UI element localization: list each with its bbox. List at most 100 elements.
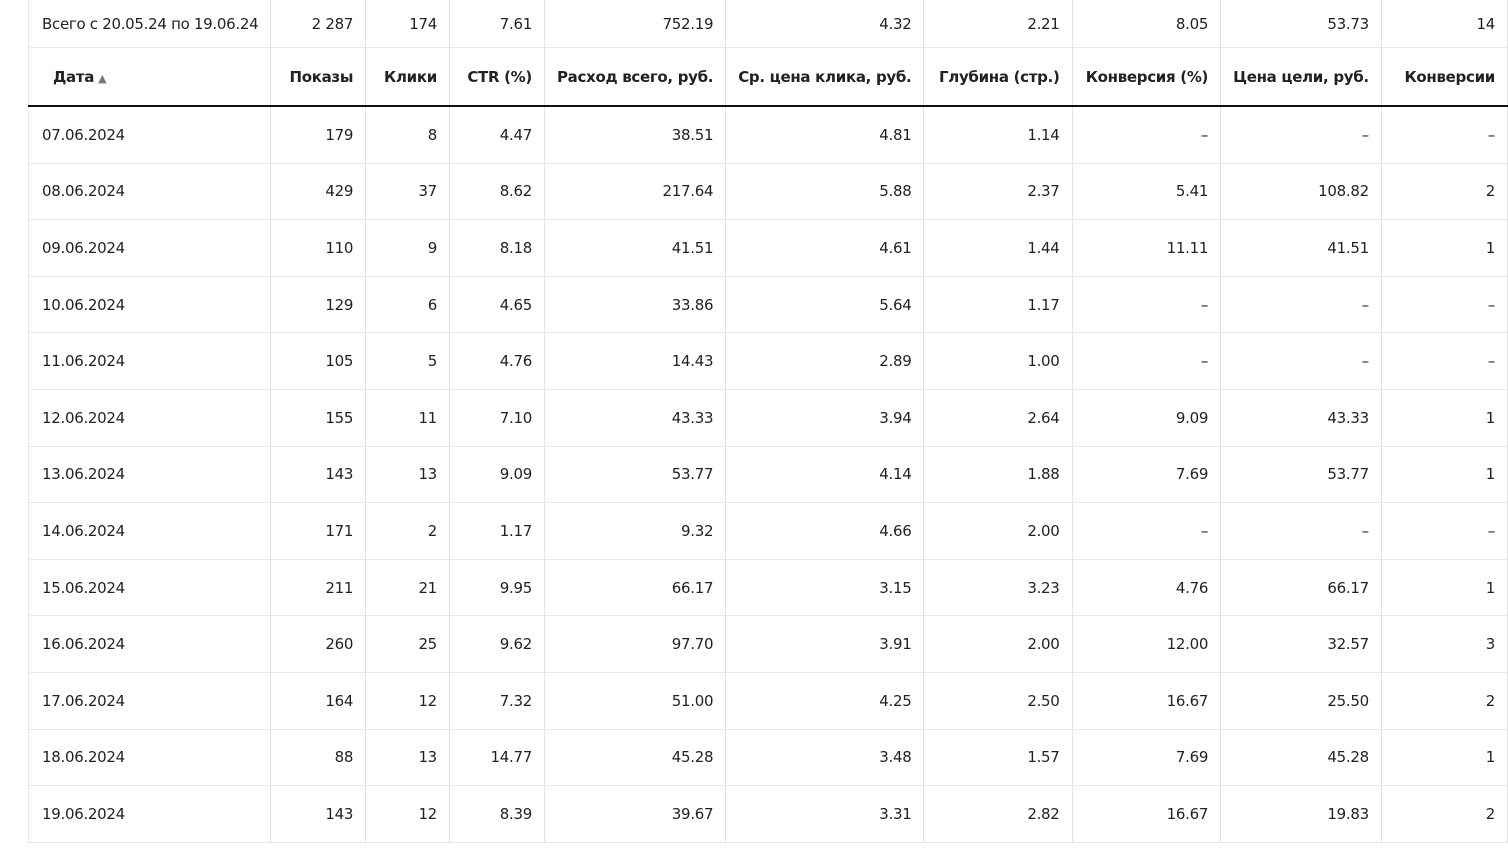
total-cell: 14 bbox=[1381, 0, 1508, 48]
total-cell: 2.21 bbox=[923, 0, 1073, 48]
column-header-label: Ср. цена клика, руб. bbox=[738, 67, 912, 86]
table-cell: 14.43 bbox=[544, 332, 727, 390]
table-cell: 37 bbox=[365, 163, 450, 221]
table-row: 19.06.2024 143 12 8.39 39.67 3.31 2.82 16.67 19.… bbox=[27, 785, 1508, 843]
table-row: 16.06.2024 260 25 9.62 97.70 3.91 2.00 12.00 32.… bbox=[27, 615, 1508, 673]
table-cell: 260 bbox=[270, 615, 367, 673]
column-header[interactable]: Дата ▲ bbox=[27, 47, 272, 107]
table-cell: 1.17 bbox=[449, 502, 545, 560]
table-cell: 4.81 bbox=[725, 106, 925, 164]
table-cell: 1 bbox=[1381, 729, 1508, 787]
table-cell: 4.25 bbox=[725, 672, 925, 730]
table-cell: 110 bbox=[270, 219, 367, 277]
column-header[interactable]: Конверсии bbox=[1381, 47, 1508, 107]
table-cell: 53.77 bbox=[544, 446, 727, 504]
total-cell: 53.73 bbox=[1220, 0, 1382, 48]
table-cell: 429 bbox=[270, 163, 367, 221]
table-cell: 15.06.2024 bbox=[27, 559, 272, 617]
total-cell: 7.61 bbox=[449, 0, 545, 48]
table-row: 07.06.2024 179 8 4.47 38.51 4.81 1.14– – – bbox=[27, 106, 1508, 164]
table-cell: 9.09 bbox=[1072, 389, 1222, 447]
table-cell: 9.95 bbox=[449, 559, 545, 617]
table-cell: 12 bbox=[365, 785, 450, 843]
table-cell: 11.06.2024 bbox=[27, 332, 272, 390]
table-cell: 08.06.2024 bbox=[27, 163, 272, 221]
column-header[interactable]: Показы bbox=[270, 47, 367, 107]
column-header[interactable]: CTR (%) bbox=[449, 47, 545, 107]
table-cell: – bbox=[1072, 106, 1222, 164]
sort-ascending-icon[interactable]: ▲ bbox=[98, 71, 107, 85]
table-cell: 13.06.2024 bbox=[27, 446, 272, 504]
table-cell: 3.23 bbox=[923, 559, 1073, 617]
table-cell: 3.15 bbox=[725, 559, 925, 617]
table-cell: 43.33 bbox=[544, 389, 727, 447]
table-cell: 19.83 bbox=[1220, 785, 1382, 843]
table-cell: 9.32 bbox=[544, 502, 727, 560]
table-cell: 155 bbox=[270, 389, 367, 447]
table-cell: 217.64 bbox=[544, 163, 727, 221]
table-cell: 25.50 bbox=[1220, 672, 1382, 730]
column-header[interactable]: Ср. цена клика, руб. bbox=[725, 47, 925, 107]
table-cell: 12.06.2024 bbox=[27, 389, 272, 447]
table-cell: 66.17 bbox=[1220, 559, 1382, 617]
table-cell: 2.89 bbox=[725, 332, 925, 390]
table-cell: 7.69 bbox=[1072, 729, 1222, 787]
table-cell: – bbox=[1220, 332, 1382, 390]
column-header-label: CTR (%) bbox=[467, 67, 532, 86]
table-cell: 164 bbox=[270, 672, 367, 730]
table-cell: – bbox=[1220, 106, 1382, 164]
column-header-label: Конверсия (%) bbox=[1085, 67, 1209, 86]
table-cell: 4.65 bbox=[449, 276, 545, 334]
table-cell: 2 bbox=[365, 502, 450, 560]
table-cell: 3.31 bbox=[725, 785, 925, 843]
table-cell: 1 bbox=[1381, 446, 1508, 504]
table-cell: 39.67 bbox=[544, 785, 727, 843]
table-row: 17.06.2024 164 12 7.32 51.00 4.25 2.50 16.67 25.… bbox=[27, 672, 1508, 730]
column-header[interactable]: Конверсия (%) bbox=[1072, 47, 1222, 107]
table-cell: 1.14 bbox=[923, 106, 1073, 164]
total-cell: 174 bbox=[365, 0, 450, 48]
table-row: 11.06.2024 105 5 4.76 14.43 2.89 1.00– – – bbox=[27, 332, 1508, 390]
column-header[interactable]: Цена цели, руб. bbox=[1220, 47, 1382, 107]
table-cell: – bbox=[1220, 502, 1382, 560]
table-cell: 13 bbox=[365, 729, 450, 787]
table-cell: 2.64 bbox=[923, 389, 1073, 447]
total-cell: 2 287 bbox=[270, 0, 367, 48]
table-cell: 2.82 bbox=[923, 785, 1073, 843]
total-cell: 752.19 bbox=[544, 0, 727, 48]
table-cell: 211 bbox=[270, 559, 367, 617]
table-cell: – bbox=[1381, 276, 1508, 334]
table-cell: 43.33 bbox=[1220, 389, 1382, 447]
table-cell: 2.00 bbox=[923, 502, 1073, 560]
column-header[interactable]: Клики bbox=[365, 47, 450, 107]
table-cell: 45.28 bbox=[1220, 729, 1382, 787]
table-cell: 45.28 bbox=[544, 729, 727, 787]
table-cell: 4.76 bbox=[1072, 559, 1222, 617]
column-header[interactable]: Глубина (стр.) bbox=[923, 47, 1073, 107]
table-cell: 8.62 bbox=[449, 163, 545, 221]
table-cell: 18.06.2024 bbox=[27, 729, 272, 787]
column-header[interactable]: Расход всего, руб. bbox=[544, 47, 727, 107]
table-cell: – bbox=[1072, 276, 1222, 334]
table-cell: 97.70 bbox=[544, 615, 727, 673]
table-cell: 33.86 bbox=[544, 276, 727, 334]
table-cell: 38.51 bbox=[544, 106, 727, 164]
column-header-label: Конверсии bbox=[1404, 67, 1495, 86]
table-cell: 105 bbox=[270, 332, 367, 390]
table-cell: 10.06.2024 bbox=[27, 276, 272, 334]
table-cell: 171 bbox=[270, 502, 367, 560]
table-cell: 12.00 bbox=[1072, 615, 1222, 673]
table-cell: 2.00 bbox=[923, 615, 1073, 673]
table-row: 10.06.2024 129 6 4.65 33.86 5.64 1.17– – – bbox=[27, 276, 1508, 334]
table-cell: 2 bbox=[1381, 672, 1508, 730]
column-header-label: Глубина (стр.) bbox=[939, 67, 1060, 86]
table-cell: 66.17 bbox=[544, 559, 727, 617]
table-cell: 9.62 bbox=[449, 615, 545, 673]
table-cell: – bbox=[1220, 276, 1382, 334]
table-cell: 8 bbox=[365, 106, 450, 164]
table-cell: 5.64 bbox=[725, 276, 925, 334]
table-cell: 179 bbox=[270, 106, 367, 164]
table-cell: 8.39 bbox=[449, 785, 545, 843]
table-cell: 4.14 bbox=[725, 446, 925, 504]
table-cell: 14.06.2024 bbox=[27, 502, 272, 560]
